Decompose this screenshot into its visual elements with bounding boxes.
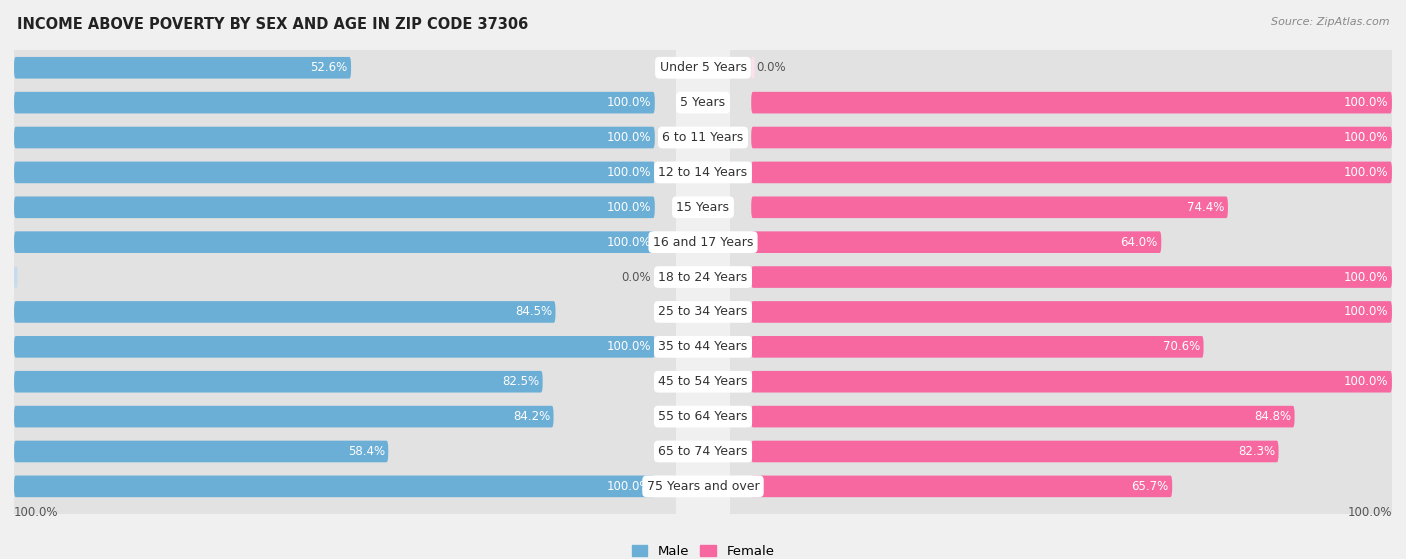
Text: 52.6%: 52.6% bbox=[311, 61, 347, 74]
Legend: Male, Female: Male, Female bbox=[626, 540, 780, 559]
FancyBboxPatch shape bbox=[751, 266, 1392, 288]
FancyBboxPatch shape bbox=[14, 406, 554, 428]
FancyBboxPatch shape bbox=[731, 262, 1406, 501]
Text: 100.0%: 100.0% bbox=[1344, 96, 1389, 109]
FancyBboxPatch shape bbox=[14, 92, 655, 113]
Text: 0.0%: 0.0% bbox=[756, 61, 786, 74]
FancyBboxPatch shape bbox=[751, 231, 1161, 253]
Text: 65 to 74 Years: 65 to 74 Years bbox=[658, 445, 748, 458]
Text: 6 to 11 Years: 6 to 11 Years bbox=[662, 131, 744, 144]
FancyBboxPatch shape bbox=[731, 0, 1406, 222]
FancyBboxPatch shape bbox=[731, 192, 1406, 432]
Text: 74.4%: 74.4% bbox=[1187, 201, 1225, 214]
Text: 100.0%: 100.0% bbox=[1344, 375, 1389, 388]
FancyBboxPatch shape bbox=[0, 367, 675, 559]
FancyBboxPatch shape bbox=[731, 227, 1406, 467]
FancyBboxPatch shape bbox=[0, 0, 675, 222]
FancyBboxPatch shape bbox=[731, 53, 1406, 292]
FancyBboxPatch shape bbox=[751, 162, 1392, 183]
Text: 16 and 17 Years: 16 and 17 Years bbox=[652, 236, 754, 249]
Text: 100.0%: 100.0% bbox=[1344, 305, 1389, 319]
Text: 100.0%: 100.0% bbox=[1344, 166, 1389, 179]
FancyBboxPatch shape bbox=[14, 57, 352, 79]
FancyBboxPatch shape bbox=[751, 371, 1392, 392]
Text: 0.0%: 0.0% bbox=[621, 271, 651, 283]
Text: Source: ZipAtlas.com: Source: ZipAtlas.com bbox=[1271, 17, 1389, 27]
FancyBboxPatch shape bbox=[751, 196, 1227, 218]
FancyBboxPatch shape bbox=[0, 262, 675, 501]
Text: 82.5%: 82.5% bbox=[502, 375, 540, 388]
FancyBboxPatch shape bbox=[751, 440, 1278, 462]
FancyBboxPatch shape bbox=[731, 88, 1406, 327]
FancyBboxPatch shape bbox=[0, 88, 675, 327]
FancyBboxPatch shape bbox=[751, 301, 1392, 323]
Text: 75 Years and over: 75 Years and over bbox=[647, 480, 759, 493]
FancyBboxPatch shape bbox=[0, 297, 675, 536]
FancyBboxPatch shape bbox=[0, 192, 675, 432]
FancyBboxPatch shape bbox=[14, 440, 388, 462]
Text: 100.0%: 100.0% bbox=[1344, 271, 1389, 283]
FancyBboxPatch shape bbox=[0, 18, 675, 257]
FancyBboxPatch shape bbox=[751, 406, 1295, 428]
FancyBboxPatch shape bbox=[731, 0, 1406, 187]
Text: 84.5%: 84.5% bbox=[515, 305, 553, 319]
FancyBboxPatch shape bbox=[751, 92, 1392, 113]
Text: 55 to 64 Years: 55 to 64 Years bbox=[658, 410, 748, 423]
Text: INCOME ABOVE POVERTY BY SEX AND AGE IN ZIP CODE 37306: INCOME ABOVE POVERTY BY SEX AND AGE IN Z… bbox=[17, 17, 529, 32]
Text: 100.0%: 100.0% bbox=[14, 506, 59, 519]
FancyBboxPatch shape bbox=[751, 336, 1204, 358]
Text: Under 5 Years: Under 5 Years bbox=[659, 61, 747, 74]
FancyBboxPatch shape bbox=[731, 18, 1406, 257]
FancyBboxPatch shape bbox=[14, 162, 655, 183]
Text: 100.0%: 100.0% bbox=[607, 236, 651, 249]
FancyBboxPatch shape bbox=[0, 122, 675, 362]
Text: 82.3%: 82.3% bbox=[1237, 445, 1275, 458]
Text: 25 to 34 Years: 25 to 34 Years bbox=[658, 305, 748, 319]
Text: 64.0%: 64.0% bbox=[1121, 236, 1157, 249]
FancyBboxPatch shape bbox=[0, 0, 675, 187]
FancyBboxPatch shape bbox=[731, 158, 1406, 397]
FancyBboxPatch shape bbox=[731, 332, 1406, 559]
FancyBboxPatch shape bbox=[751, 57, 755, 79]
Text: 18 to 24 Years: 18 to 24 Years bbox=[658, 271, 748, 283]
FancyBboxPatch shape bbox=[14, 196, 655, 218]
Text: 100.0%: 100.0% bbox=[1347, 506, 1392, 519]
Text: 15 Years: 15 Years bbox=[676, 201, 730, 214]
FancyBboxPatch shape bbox=[751, 476, 1173, 497]
Text: 100.0%: 100.0% bbox=[607, 201, 651, 214]
Text: 100.0%: 100.0% bbox=[607, 166, 651, 179]
FancyBboxPatch shape bbox=[751, 127, 1392, 148]
FancyBboxPatch shape bbox=[0, 227, 675, 467]
FancyBboxPatch shape bbox=[14, 371, 543, 392]
Text: 65.7%: 65.7% bbox=[1132, 480, 1168, 493]
Text: 45 to 54 Years: 45 to 54 Years bbox=[658, 375, 748, 388]
Text: 84.2%: 84.2% bbox=[513, 410, 550, 423]
FancyBboxPatch shape bbox=[731, 367, 1406, 559]
Text: 100.0%: 100.0% bbox=[607, 340, 651, 353]
Text: 100.0%: 100.0% bbox=[607, 131, 651, 144]
Text: 100.0%: 100.0% bbox=[1344, 131, 1389, 144]
FancyBboxPatch shape bbox=[0, 332, 675, 559]
FancyBboxPatch shape bbox=[731, 297, 1406, 536]
Text: 100.0%: 100.0% bbox=[607, 480, 651, 493]
FancyBboxPatch shape bbox=[14, 301, 555, 323]
FancyBboxPatch shape bbox=[0, 158, 675, 397]
Text: 100.0%: 100.0% bbox=[607, 96, 651, 109]
FancyBboxPatch shape bbox=[14, 266, 17, 288]
Text: 12 to 14 Years: 12 to 14 Years bbox=[658, 166, 748, 179]
FancyBboxPatch shape bbox=[14, 336, 655, 358]
FancyBboxPatch shape bbox=[731, 122, 1406, 362]
Text: 70.6%: 70.6% bbox=[1163, 340, 1201, 353]
Text: 58.4%: 58.4% bbox=[347, 445, 385, 458]
Text: 84.8%: 84.8% bbox=[1254, 410, 1291, 423]
FancyBboxPatch shape bbox=[14, 476, 655, 497]
Text: 35 to 44 Years: 35 to 44 Years bbox=[658, 340, 748, 353]
FancyBboxPatch shape bbox=[14, 231, 655, 253]
FancyBboxPatch shape bbox=[0, 53, 675, 292]
FancyBboxPatch shape bbox=[14, 127, 655, 148]
Text: 5 Years: 5 Years bbox=[681, 96, 725, 109]
